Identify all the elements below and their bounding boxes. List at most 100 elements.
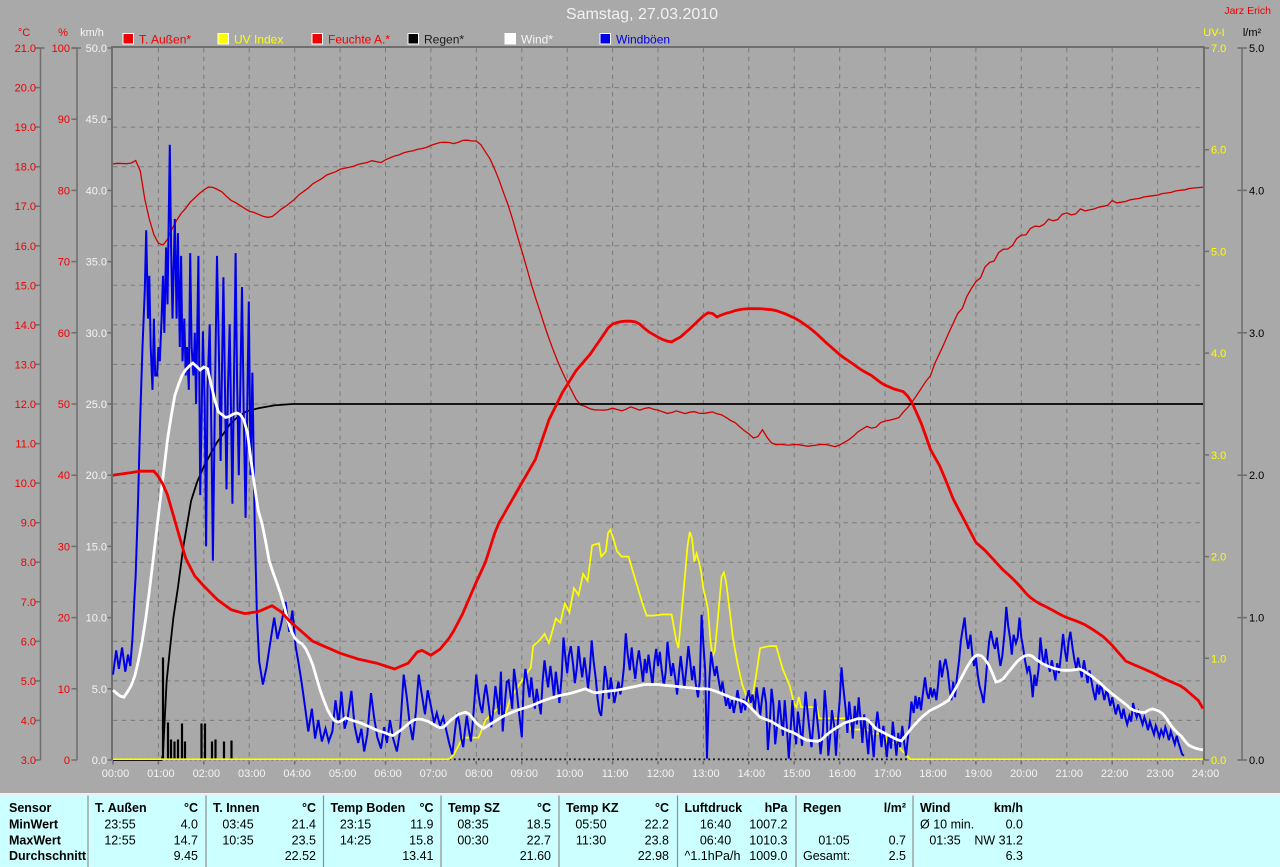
svg-text:4.0: 4.0 [181, 818, 198, 832]
svg-text:15:00: 15:00 [783, 768, 811, 780]
svg-text:40.0: 40.0 [86, 185, 107, 197]
svg-text:5.0: 5.0 [1211, 246, 1226, 258]
svg-text:06:40: 06:40 [700, 834, 731, 848]
svg-text:20.0: 20.0 [86, 470, 107, 482]
svg-text:l/m²: l/m² [884, 801, 906, 815]
svg-text:Feuchte A.*: Feuchte A.* [328, 33, 390, 47]
svg-text:80: 80 [58, 185, 70, 197]
svg-text:6.0: 6.0 [21, 636, 36, 648]
svg-text:50.0: 50.0 [86, 43, 107, 55]
svg-text:22.7: 22.7 [527, 834, 551, 848]
svg-text:°C: °C [18, 27, 30, 39]
svg-text:21:00: 21:00 [1055, 768, 1083, 780]
svg-text:22.52: 22.52 [285, 849, 316, 863]
svg-text:11:30: 11:30 [576, 834, 606, 848]
svg-text:Sensor: Sensor [9, 801, 52, 815]
svg-text:00:30: 00:30 [457, 834, 488, 848]
svg-text:3.0: 3.0 [21, 755, 36, 767]
svg-text:2.0: 2.0 [1211, 552, 1226, 564]
svg-text:19.0: 19.0 [15, 122, 36, 134]
svg-text:%: % [58, 27, 68, 39]
svg-text:12:00: 12:00 [647, 768, 675, 780]
svg-text:1.0: 1.0 [1249, 613, 1264, 625]
svg-text:16:00: 16:00 [828, 768, 856, 780]
svg-text:01:35: 01:35 [929, 834, 960, 848]
svg-text:22:00: 22:00 [1101, 768, 1129, 780]
svg-text:0: 0 [64, 755, 70, 767]
svg-text:5.0: 5.0 [92, 684, 107, 696]
svg-text:Windböen: Windböen [616, 33, 670, 47]
svg-text:11.0: 11.0 [15, 439, 36, 451]
svg-text:10:00: 10:00 [556, 768, 584, 780]
svg-text:20: 20 [58, 613, 70, 625]
svg-text:0.0: 0.0 [1211, 755, 1226, 767]
svg-text:70: 70 [58, 257, 70, 269]
svg-text:03:45: 03:45 [222, 818, 253, 832]
svg-text:4.0: 4.0 [21, 715, 36, 727]
svg-text:9.45: 9.45 [174, 849, 198, 863]
svg-text:06:00: 06:00 [374, 768, 402, 780]
svg-text:14:25: 14:25 [340, 834, 371, 848]
svg-text:23:55: 23:55 [104, 818, 135, 832]
svg-text:23.8: 23.8 [645, 834, 669, 848]
svg-text:0.0: 0.0 [1006, 818, 1023, 832]
svg-text:10.0: 10.0 [15, 478, 36, 490]
svg-text:21.60: 21.60 [520, 849, 551, 863]
svg-text:18.5: 18.5 [527, 818, 551, 832]
svg-text:1009.0: 1009.0 [749, 849, 787, 863]
svg-text:04:00: 04:00 [283, 768, 311, 780]
svg-text:6.3: 6.3 [1006, 849, 1023, 863]
svg-text:10: 10 [58, 684, 70, 696]
svg-text:30: 30 [58, 541, 70, 553]
svg-text:10:35: 10:35 [222, 834, 253, 848]
svg-text:Wind: Wind [920, 801, 950, 815]
svg-text:22.98: 22.98 [638, 849, 669, 863]
svg-text:16.0: 16.0 [15, 241, 36, 253]
svg-text:^1.1hPa/h: ^1.1hPa/h [685, 849, 741, 863]
svg-text:03:00: 03:00 [238, 768, 266, 780]
svg-text:Gesamt:: Gesamt: [803, 849, 850, 863]
svg-text:l/m²: l/m² [1243, 27, 1262, 39]
svg-text:UV Index: UV Index [234, 33, 283, 47]
svg-text:21.4: 21.4 [292, 818, 316, 832]
svg-text:3.0: 3.0 [1249, 328, 1264, 340]
svg-text:17.0: 17.0 [15, 201, 36, 213]
svg-text:°C: °C [537, 801, 551, 815]
svg-text:02:00: 02:00 [193, 768, 221, 780]
svg-text:Wind*: Wind* [521, 33, 553, 47]
svg-text:20.0: 20.0 [15, 83, 36, 95]
svg-text:0.0: 0.0 [92, 755, 107, 767]
svg-text:90: 90 [58, 114, 70, 126]
svg-text:0.7: 0.7 [889, 834, 906, 848]
svg-text:Jarz Erich: Jarz Erich [1224, 5, 1271, 17]
svg-text:08:35: 08:35 [457, 818, 488, 832]
svg-text:60: 60 [58, 328, 70, 340]
svg-text:5.0: 5.0 [21, 676, 36, 688]
svg-text:°C: °C [184, 801, 198, 815]
svg-text:9.0: 9.0 [21, 518, 36, 530]
svg-text:13.41: 13.41 [402, 849, 433, 863]
svg-text:T. Außen*: T. Außen* [139, 33, 191, 47]
svg-text:T. Außen: T. Außen [95, 801, 147, 815]
svg-text:3.0: 3.0 [1211, 450, 1226, 462]
svg-text:2.0: 2.0 [1249, 470, 1264, 482]
svg-text:35.0: 35.0 [86, 257, 107, 269]
svg-text:Temp SZ: Temp SZ [448, 801, 500, 815]
svg-text:10.0: 10.0 [86, 613, 107, 625]
svg-text:18:00: 18:00 [919, 768, 947, 780]
svg-text:08:00: 08:00 [465, 768, 493, 780]
svg-text:05:00: 05:00 [329, 768, 357, 780]
svg-text:Temp KZ: Temp KZ [566, 801, 619, 815]
svg-text:15.0: 15.0 [15, 280, 36, 292]
svg-text:100: 100 [52, 43, 70, 55]
svg-text:19:00: 19:00 [965, 768, 993, 780]
svg-text:09:00: 09:00 [510, 768, 538, 780]
svg-text:1010.3: 1010.3 [749, 834, 787, 848]
svg-text:22.2: 22.2 [645, 818, 669, 832]
svg-text:2.5: 2.5 [889, 849, 906, 863]
svg-text:23:15: 23:15 [340, 818, 371, 832]
svg-text:23.5: 23.5 [292, 834, 316, 848]
svg-text:8.0: 8.0 [21, 557, 36, 569]
svg-text:Durchschnitt: Durchschnitt [9, 849, 87, 863]
svg-text:21.0: 21.0 [15, 43, 36, 55]
